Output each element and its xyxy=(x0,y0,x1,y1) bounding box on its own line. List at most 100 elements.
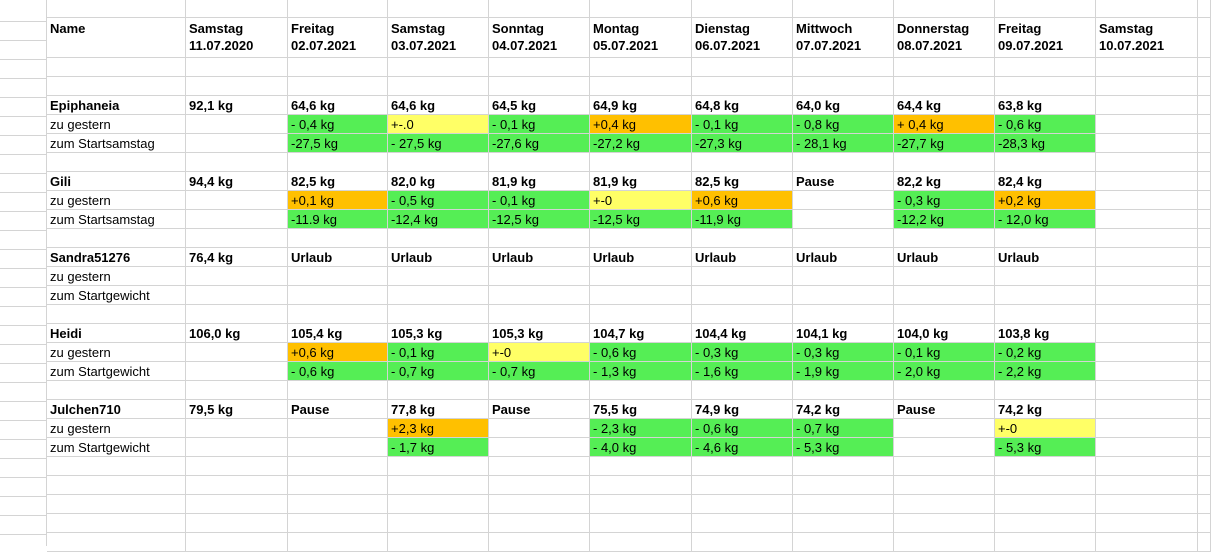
empty-cell[interactable] xyxy=(894,77,995,96)
empty-cell[interactable] xyxy=(186,153,288,172)
diff-yesterday-cell[interactable] xyxy=(793,191,894,210)
header-date-col[interactable]: Montag 05.07.2021 xyxy=(590,18,692,58)
empty-cell[interactable] xyxy=(692,229,793,248)
weight-cell[interactable]: 64,5 kg xyxy=(489,96,590,115)
weight-cell[interactable]: 82,4 kg xyxy=(995,172,1096,191)
empty-cell[interactable] xyxy=(1198,324,1211,343)
weight-cell[interactable]: 81,9 kg xyxy=(489,172,590,191)
row-label[interactable]: zu gestern xyxy=(47,191,186,210)
empty-cell[interactable] xyxy=(894,457,995,476)
diff-start-cell[interactable] xyxy=(995,286,1096,305)
empty-cell[interactable] xyxy=(590,495,692,514)
empty-cell[interactable] xyxy=(388,153,489,172)
empty-cell[interactable] xyxy=(692,533,793,552)
empty-cell[interactable] xyxy=(590,153,692,172)
weight-cell[interactable]: 64,6 kg xyxy=(388,96,489,115)
empty-cell[interactable] xyxy=(47,495,186,514)
header-date-col[interactable]: Samstag 11.07.2020 xyxy=(186,18,288,58)
empty-cell[interactable] xyxy=(288,153,388,172)
diff-yesterday-cell[interactable]: - 0,6 kg xyxy=(692,419,793,438)
weight-cell[interactable] xyxy=(1096,248,1198,267)
weight-cell[interactable]: 64,0 kg xyxy=(793,96,894,115)
weight-cell[interactable]: 74,9 kg xyxy=(692,400,793,419)
diff-yesterday-cell[interactable]: - 0,1 kg xyxy=(692,115,793,134)
empty-cell[interactable] xyxy=(186,0,288,18)
empty-cell[interactable] xyxy=(793,305,894,324)
weight-cell[interactable]: 104,4 kg xyxy=(692,324,793,343)
empty-cell[interactable] xyxy=(1096,153,1198,172)
diff-start-cell[interactable]: - 2,0 kg xyxy=(894,362,995,381)
weight-cell[interactable]: Urlaub xyxy=(894,248,995,267)
row-label[interactable]: zu gestern xyxy=(47,267,186,286)
diff-start-cell[interactable] xyxy=(692,286,793,305)
empty-cell[interactable] xyxy=(288,457,388,476)
weight-cell[interactable]: 104,0 kg xyxy=(894,324,995,343)
diff-start-cell[interactable]: - 28,1 kg xyxy=(793,134,894,153)
diff-yesterday-cell[interactable] xyxy=(1096,343,1198,362)
diff-yesterday-cell[interactable] xyxy=(1096,419,1198,438)
empty-cell[interactable] xyxy=(590,229,692,248)
weight-cell[interactable]: 77,8 kg xyxy=(388,400,489,419)
diff-yesterday-cell[interactable]: - 0,2 kg xyxy=(995,343,1096,362)
empty-cell[interactable] xyxy=(388,457,489,476)
row-label[interactable]: zum Startgewicht xyxy=(47,438,186,457)
empty-cell[interactable] xyxy=(489,77,590,96)
weight-cell[interactable]: 74,2 kg xyxy=(995,400,1096,419)
header-date-col[interactable]: Donnerstag 08.07.2021 xyxy=(894,18,995,58)
empty-cell[interactable] xyxy=(388,533,489,552)
empty-cell[interactable] xyxy=(186,457,288,476)
empty-cell[interactable] xyxy=(1198,533,1211,552)
empty-cell[interactable] xyxy=(288,77,388,96)
empty-cell[interactable] xyxy=(590,0,692,18)
weight-cell[interactable]: 74,2 kg xyxy=(793,400,894,419)
diff-start-cell[interactable]: -27,3 kg xyxy=(692,134,793,153)
empty-cell[interactable] xyxy=(288,381,388,400)
empty-cell[interactable] xyxy=(793,153,894,172)
diff-start-cell[interactable]: - 5,3 kg xyxy=(793,438,894,457)
weight-cell[interactable]: Pause xyxy=(489,400,590,419)
diff-yesterday-cell[interactable]: +0,6 kg xyxy=(692,191,793,210)
diff-start-cell[interactable]: -11.9 kg xyxy=(288,210,388,229)
empty-cell[interactable] xyxy=(1198,210,1211,229)
empty-cell[interactable] xyxy=(1198,58,1211,77)
empty-cell[interactable] xyxy=(489,0,590,18)
empty-cell[interactable] xyxy=(47,457,186,476)
empty-cell[interactable] xyxy=(793,229,894,248)
empty-cell[interactable] xyxy=(1096,457,1198,476)
empty-cell[interactable] xyxy=(793,381,894,400)
empty-cell[interactable] xyxy=(1198,362,1211,381)
diff-start-cell[interactable]: -12,2 kg xyxy=(894,210,995,229)
diff-yesterday-cell[interactable]: - 0,7 kg xyxy=(793,419,894,438)
empty-cell[interactable] xyxy=(186,58,288,77)
empty-cell[interactable] xyxy=(489,476,590,495)
diff-start-cell[interactable] xyxy=(288,438,388,457)
empty-cell[interactable] xyxy=(1198,457,1211,476)
empty-cell[interactable] xyxy=(1198,438,1211,457)
row-label[interactable]: zum Startsamstag xyxy=(47,134,186,153)
empty-cell[interactable] xyxy=(1198,495,1211,514)
empty-cell[interactable] xyxy=(47,533,186,552)
weight-cell[interactable] xyxy=(1096,172,1198,191)
empty-cell[interactable] xyxy=(1096,58,1198,77)
empty-cell[interactable] xyxy=(1198,476,1211,495)
diff-yesterday-cell[interactable] xyxy=(489,419,590,438)
empty-cell[interactable] xyxy=(894,514,995,533)
empty-cell[interactable] xyxy=(590,457,692,476)
diff-yesterday-cell[interactable] xyxy=(489,267,590,286)
diff-start-cell[interactable] xyxy=(1096,362,1198,381)
empty-cell[interactable] xyxy=(1198,343,1211,362)
empty-cell[interactable] xyxy=(1198,96,1211,115)
person-name[interactable]: Gili xyxy=(47,172,186,191)
empty-cell[interactable] xyxy=(47,305,186,324)
row-label[interactable]: zu gestern xyxy=(47,343,186,362)
empty-cell[interactable] xyxy=(995,476,1096,495)
person-name[interactable]: Epiphaneia xyxy=(47,96,186,115)
header-date-col[interactable]: Samstag 03.07.2021 xyxy=(388,18,489,58)
empty-cell[interactable] xyxy=(47,476,186,495)
empty-cell[interactable] xyxy=(1198,191,1211,210)
row-label[interactable]: zum Startgewicht xyxy=(47,362,186,381)
header-date-col[interactable]: Freitag 02.07.2021 xyxy=(288,18,388,58)
diff-yesterday-cell[interactable]: - 0,5 kg xyxy=(388,191,489,210)
diff-start-cell[interactable]: - 0,7 kg xyxy=(489,362,590,381)
empty-cell[interactable] xyxy=(288,476,388,495)
